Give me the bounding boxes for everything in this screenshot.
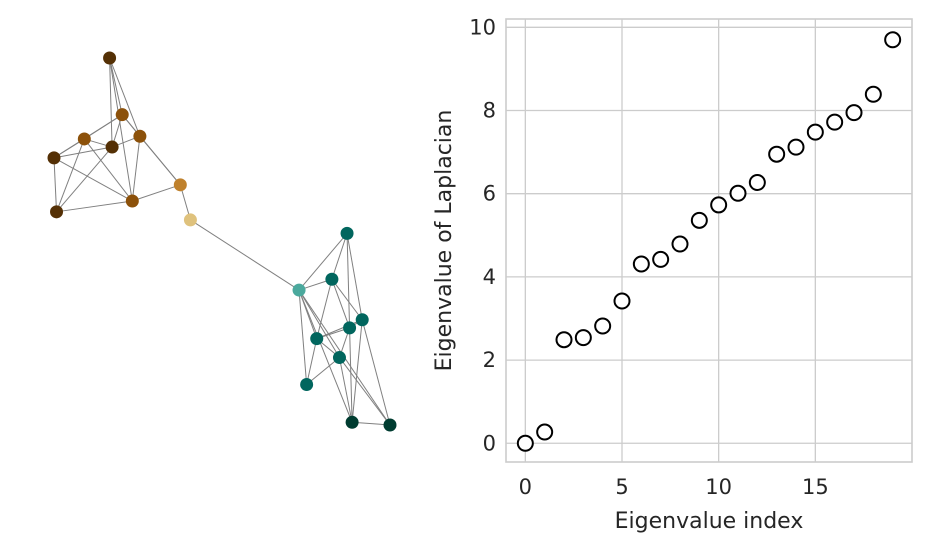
x-tick-label: 15 (802, 475, 829, 499)
x-tick-labels: 0 5 10 15 (519, 475, 829, 499)
data-point (516, 434, 534, 452)
y-axis-label: Eigenvalue of Laplacian (432, 110, 457, 372)
network-node (343, 321, 357, 335)
network-edge (53, 157, 133, 202)
plot-area (506, 19, 912, 462)
network-edge (298, 289, 353, 423)
network-edge (298, 233, 348, 291)
data-point (845, 104, 863, 122)
x-tick-label: 5 (615, 475, 628, 499)
network-node (340, 226, 354, 240)
network-edge (109, 57, 123, 115)
network-edges (53, 57, 391, 426)
network-edge (109, 57, 141, 137)
network-edge (331, 279, 351, 329)
data-point (632, 255, 650, 273)
data-point (710, 196, 728, 214)
y-tick-label: 0 (483, 431, 496, 455)
network-graph-panel (47, 51, 397, 432)
network-edge (339, 357, 391, 426)
network-node (47, 151, 61, 165)
network-node (355, 313, 369, 327)
network-edge (346, 233, 363, 320)
network-edge (306, 357, 340, 385)
data-point (768, 145, 786, 163)
y-tick-label: 8 (483, 99, 496, 123)
network-edge (131, 136, 141, 202)
network-edge (109, 57, 113, 148)
network-nodes (47, 51, 397, 432)
data-point (671, 235, 689, 253)
network-node (105, 140, 119, 154)
y-tick-label: 10 (469, 15, 496, 39)
plot-frame (505, 18, 913, 463)
network-edge (316, 279, 333, 339)
network-node (383, 418, 397, 432)
data-point (864, 85, 882, 103)
grid-lines (506, 19, 912, 462)
network-edge (53, 157, 58, 212)
data-point (690, 211, 708, 229)
network-edge (331, 233, 348, 280)
y-tick-label: 2 (483, 348, 496, 372)
network-node (173, 178, 187, 192)
network-edge (56, 138, 85, 212)
y-tick-labels: 0 2 4 6 8 10 (469, 15, 496, 455)
network-node (50, 205, 64, 219)
data-point (574, 329, 592, 347)
network-edge (139, 135, 181, 186)
network-node (292, 283, 306, 297)
network-edge (338, 357, 353, 423)
network-node (103, 51, 117, 65)
data-point (884, 31, 902, 49)
data-points (516, 31, 902, 452)
network-node (325, 272, 339, 286)
eigenvalue-scatter-plot: 0 5 10 15 0 2 4 6 8 10 Eigenvalue index Eigenval… (432, 15, 913, 534)
network-edge (132, 184, 181, 202)
network-edge (53, 146, 113, 159)
data-point (748, 173, 766, 191)
network-edge (361, 319, 391, 426)
network-edge (346, 233, 351, 328)
y-tick-label: 6 (483, 182, 496, 206)
x-tick-label: 0 (519, 475, 532, 499)
data-point (555, 331, 573, 349)
network-edge (56, 146, 113, 213)
network-node (115, 108, 129, 122)
network-node (300, 378, 314, 392)
network-edge (349, 327, 353, 423)
network-edge (331, 278, 363, 321)
data-point (806, 123, 824, 141)
network-edge (298, 290, 308, 385)
data-point (613, 292, 631, 310)
data-point (536, 423, 554, 441)
network-node (332, 351, 346, 365)
data-point (729, 184, 747, 202)
x-axis-label: Eigenvalue index (615, 509, 804, 534)
data-point (652, 250, 670, 268)
network-node (183, 213, 197, 227)
data-point (826, 113, 844, 131)
network-edge (190, 219, 300, 291)
network-edge (298, 289, 340, 358)
y-tick-label: 4 (483, 265, 496, 289)
network-edge (109, 57, 133, 202)
data-point (594, 317, 612, 335)
network-node (310, 332, 324, 346)
x-tick-label: 10 (705, 475, 732, 499)
network-node (133, 129, 147, 143)
network-node (125, 194, 139, 208)
network-node (77, 132, 91, 146)
network-node (345, 415, 359, 429)
network-edge (306, 338, 318, 385)
data-point (787, 138, 805, 156)
network-edge (83, 138, 133, 202)
network-edge (316, 319, 363, 340)
network-edge (56, 200, 133, 213)
network-edge (351, 319, 363, 423)
